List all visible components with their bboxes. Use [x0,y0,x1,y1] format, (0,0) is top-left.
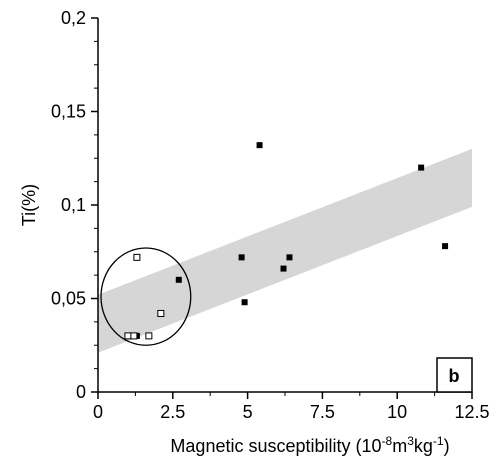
x-tick-label: 5 [243,402,253,422]
group-ellipse [100,247,192,346]
x-axis-title-exp3: -1 [433,434,444,448]
data-point-filled [418,164,425,171]
x-tick-label: 7.5 [310,402,335,422]
y-tick-label: 0 [76,382,86,402]
y-tick-label: 0,1 [61,195,86,215]
data-point-filled [280,265,287,272]
regression-band [98,148,472,353]
data-point-filled [286,254,293,261]
x-axis-title-exp2: 3 [407,434,414,448]
x-axis-title-suffix: ) [444,436,450,456]
x-axis-title-mid: m [392,436,407,456]
y-tick-label: 0,05 [51,289,86,309]
x-tick-label: 2.5 [160,402,185,422]
data-point-open [157,309,165,317]
data-point-open [130,332,138,340]
data-point-filled [256,142,263,149]
data-point-filled [241,299,248,306]
x-axis-title-exp1: -8 [382,434,393,448]
panel-label-box [436,357,473,393]
data-point-open [133,253,141,261]
x-tick-label: 12.5 [454,402,489,422]
data-point-filled [442,243,449,250]
x-axis-title: Magnetic susceptibility (10-8m3kg-1) [170,434,449,456]
x-tick-label: 0 [93,402,103,422]
data-point-filled [238,254,245,261]
panel-label: b [449,366,460,386]
x-axis-title-prefix: Magnetic susceptibility (10 [170,436,381,456]
x-axis-title-mid2: kg [414,436,433,456]
y-tick-label: 0,15 [51,102,86,122]
data-point-open [124,332,132,340]
y-axis-title: Ti(%) [19,184,39,226]
y-tick-label: 0,2 [61,8,86,28]
data-point-open [145,332,153,340]
x-tick-label: 10 [387,402,407,422]
data-point-filled [175,276,182,283]
